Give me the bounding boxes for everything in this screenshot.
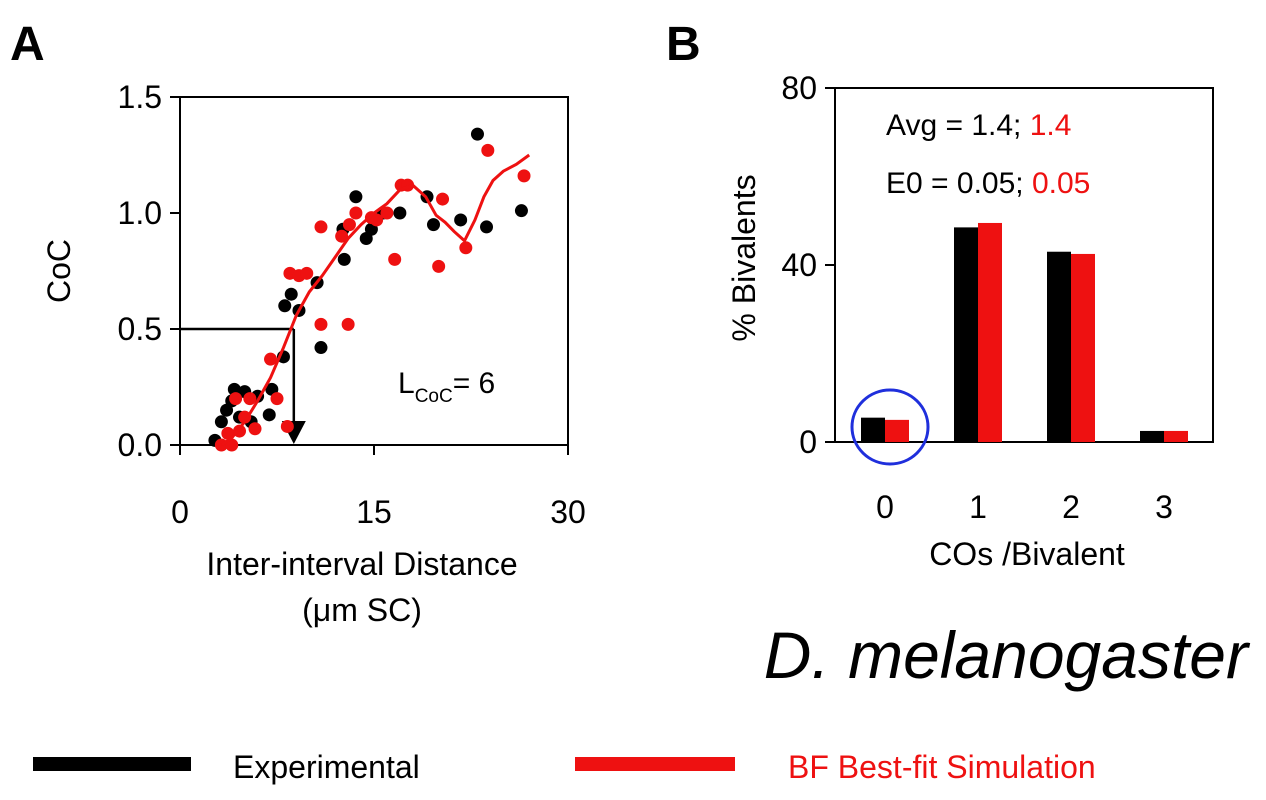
experimental-point	[337, 252, 351, 266]
experimental-bar	[1140, 430, 1164, 442]
experimental-point	[349, 190, 363, 204]
simulation-point	[248, 422, 262, 436]
simulation-bar	[1164, 430, 1188, 442]
experimental-point	[426, 218, 440, 232]
lcoc-annotation: LCoC= 6	[398, 367, 495, 407]
e0-annotation: E0 = 0.05; 0.05	[886, 167, 1090, 200]
panel-b-y-axis-label: % Bivalents	[726, 174, 762, 341]
panel-a: A 0.00.51.01.5 0 15 30 LCoC= 6 CoC Inter-i…	[10, 18, 586, 628]
panel-b-x-tick-label: 3	[1155, 489, 1173, 525]
legend-swatch-experimental	[33, 757, 191, 771]
experimental-point	[284, 287, 298, 301]
panel-a-y-ticks: 0.0 0.5 1.0 1.5	[118, 79, 180, 463]
experimental-point	[314, 341, 328, 355]
avg-annotation-sim-value: 1.4	[1030, 109, 1072, 142]
panel-a-x-ticks: 0 15 30	[171, 445, 586, 530]
panel-a-x-tick-label: 0	[171, 494, 189, 530]
simulation-point	[300, 266, 314, 280]
experimental-point	[262, 408, 276, 422]
panel-b-x-tick-label: 0	[876, 489, 894, 525]
simulation-point	[335, 229, 349, 243]
panel-a-y-tick-label: 0.5	[118, 311, 162, 347]
experimental-bar	[861, 417, 885, 442]
panel-a-points	[208, 127, 531, 452]
experimental-point	[514, 204, 528, 218]
legend-swatch-simulation	[575, 757, 735, 771]
panel-b-y-tick-label: 40	[781, 247, 817, 283]
panel-a-x-tick-label: 15	[356, 494, 392, 530]
simulation-point	[370, 213, 384, 227]
simulation-point	[243, 392, 257, 406]
experimental-point	[454, 213, 468, 227]
simulation-point	[481, 143, 495, 157]
panel-b-y-tick-label: 80	[781, 70, 817, 106]
legend-label-experimental: Experimental	[233, 749, 420, 785]
simulation-bar	[885, 419, 909, 442]
e0-annotation-sim-value: 0.05	[1032, 167, 1090, 200]
panel-a-x-axis-label-units: (μm SC)	[302, 592, 422, 628]
panel-b-letter: B	[666, 18, 701, 71]
simulation-point	[432, 259, 446, 273]
lcoc-value: = 6	[453, 367, 496, 400]
legend-label-simulation: BF Best-fit Simulation	[788, 749, 1096, 785]
panel-a-y-tick-label: 1.0	[118, 195, 162, 231]
e0-annotation-text: E0 = 0.05;	[886, 167, 1032, 200]
panel-b: B 0 40 80 0 1 2 3 Avg = 1.4; 1.4 E0 = 0.05; 0…	[666, 18, 1214, 572]
panel-b-bars	[861, 222, 1188, 442]
simulation-point	[314, 220, 328, 234]
legend: Experimental BF Best-fit Simulation	[33, 749, 1096, 785]
simulation-point	[388, 252, 402, 266]
simulation-fit-curve	[220, 153, 531, 447]
simulation-point	[314, 317, 328, 331]
panel-a-y-axis-label: CoC	[41, 239, 77, 303]
panel-b-x-axis-label: COs /Bivalent	[929, 536, 1125, 572]
simulation-point	[270, 392, 284, 406]
experimental-point	[480, 220, 494, 234]
zero-crossover-highlight-circle	[850, 388, 930, 466]
simulation-point	[264, 352, 278, 366]
simulation-point	[229, 392, 243, 406]
avg-annotation: Avg = 1.4; 1.4	[886, 109, 1071, 142]
simulation-point	[280, 419, 294, 433]
lcoc-subscript: CoC	[415, 386, 453, 407]
panel-b-y-tick-label: 0	[799, 424, 817, 460]
simulation-point	[459, 241, 473, 255]
simulation-point	[349, 206, 363, 220]
panel-a-x-axis-label: Inter-interval Distance	[206, 546, 517, 582]
panel-a-y-tick-label: 1.5	[118, 79, 162, 115]
experimental-point	[470, 127, 484, 141]
panel-b-x-tick-label: 1	[969, 489, 987, 525]
panel-a-y-tick-label: 0.0	[118, 427, 162, 463]
simulation-bar	[1071, 253, 1095, 442]
experimental-point	[278, 299, 292, 313]
panel-a-letter: A	[10, 18, 45, 71]
panel-a-x-tick-label: 30	[550, 494, 586, 530]
simulation-point	[436, 192, 450, 206]
species-label: D. melanogaster	[764, 618, 1251, 692]
simulation-point	[517, 169, 531, 183]
simulation-bar	[978, 222, 1002, 442]
experimental-bar	[954, 227, 978, 442]
experimental-bar	[1047, 251, 1071, 442]
panel-b-x-tick-label: 2	[1062, 489, 1080, 525]
avg-annotation-text: Avg = 1.4;	[886, 109, 1030, 142]
panel-b-y-ticks: 0 40 80	[781, 70, 835, 460]
simulation-point	[380, 206, 394, 220]
simulation-point	[341, 317, 355, 331]
panel-b-x-ticks: 0 1 2 3	[876, 489, 1173, 525]
lcoc-main: L	[398, 367, 415, 400]
experimental-point	[393, 206, 407, 220]
simulation-point	[342, 218, 356, 232]
experimental-point	[214, 415, 228, 429]
